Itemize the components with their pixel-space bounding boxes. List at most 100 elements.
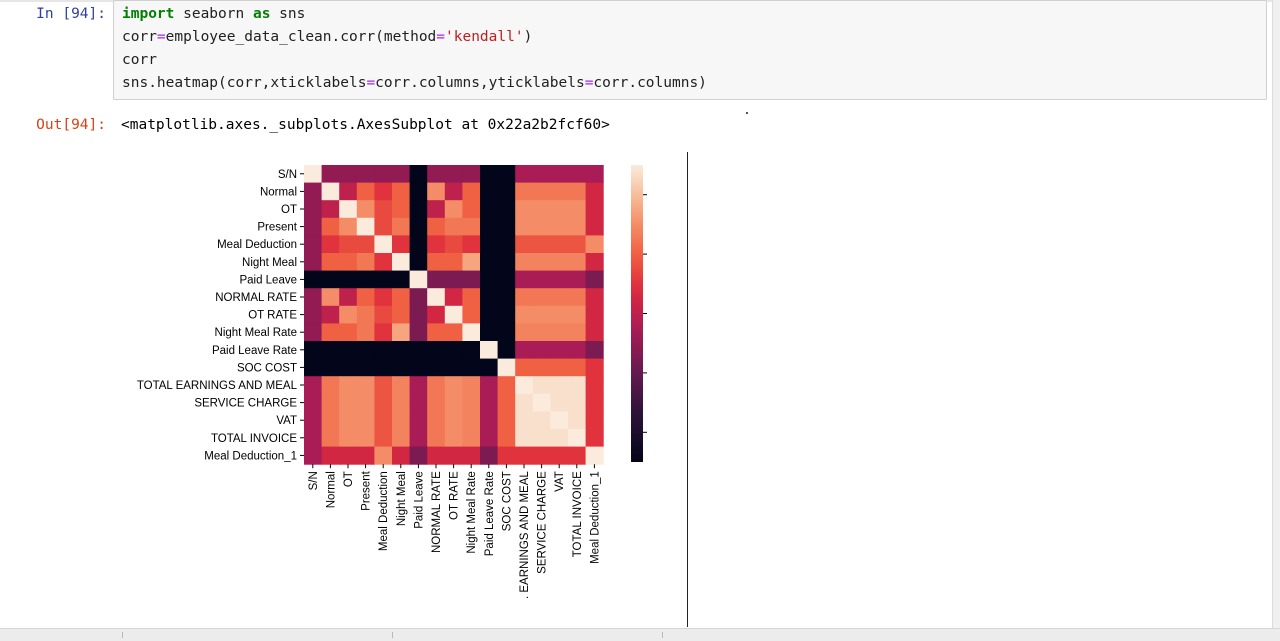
heatmap-cell	[304, 253, 323, 272]
heatmap-cell	[585, 270, 604, 289]
heatmap-cell	[515, 288, 534, 307]
heatmap-cell	[321, 393, 340, 412]
heatmap-cell	[427, 182, 446, 201]
y-tick-label: Meal Deduction	[217, 239, 297, 251]
heatmap-cell	[444, 217, 463, 236]
heatmap-cell	[356, 323, 375, 342]
heatmap-cell	[321, 288, 340, 307]
x-tick-label: S/N	[308, 471, 320, 490]
code-cell-editor[interactable]: import seaborn as sns corr=employee_data_…	[113, 0, 1267, 100]
heatmap-cell	[374, 182, 393, 201]
heatmap-cell	[497, 200, 516, 219]
scroll-tick	[662, 632, 663, 638]
y-tick-label: SOC COST	[237, 362, 297, 374]
output-divider-line	[687, 152, 688, 627]
heatmap-cell	[568, 323, 587, 342]
heatmap-cell	[392, 165, 411, 184]
x-tick-label: NORMAL RATE	[431, 471, 443, 553]
x-tick-label: VAT	[554, 471, 566, 492]
heatmap-cell	[409, 253, 428, 272]
y-tick-label: VAT	[276, 415, 297, 427]
heatmap-cell	[480, 393, 499, 412]
heatmap-cell	[427, 393, 446, 412]
heatmap-cell	[374, 253, 393, 272]
heatmap-cell	[497, 446, 516, 465]
heatmap-cell	[532, 305, 551, 324]
heatmap-cell	[427, 270, 446, 289]
heatmap-cell	[462, 429, 481, 448]
heatmap-cell	[304, 200, 323, 219]
heatmap-cell	[409, 235, 428, 254]
heatmap-cell	[409, 217, 428, 236]
heatmap-cell	[462, 376, 481, 395]
heatmap-cell	[497, 358, 516, 377]
x-tick-label: Normal	[325, 471, 337, 508]
code-text[interactable]: import seaborn as sns corr=employee_data_…	[122, 3, 707, 95]
output-repr-text: <matplotlib.axes._subplots.AxesSubplot a…	[121, 117, 610, 133]
heatmap-cell	[427, 446, 446, 465]
heatmap-cell	[550, 323, 569, 342]
heatmap-cell	[568, 200, 587, 219]
heatmap-cell	[550, 376, 569, 395]
heatmap-cell	[444, 288, 463, 307]
heatmap-cell	[462, 253, 481, 272]
y-tick-label: NORMAL RATE	[215, 292, 297, 304]
y-tick-label: OT	[281, 204, 297, 216]
heatmap-cell	[480, 323, 499, 342]
heatmap-cell	[550, 341, 569, 360]
heatmap-cell	[568, 446, 587, 465]
heatmap-cell	[497, 217, 516, 236]
heatmap-cell	[515, 341, 534, 360]
heatmap-cell	[568, 182, 587, 201]
heatmap-cell	[427, 429, 446, 448]
heatmap-cell	[339, 429, 358, 448]
heatmap-cell	[462, 217, 481, 236]
heatmap-cell	[321, 305, 340, 324]
heatmap-cell	[515, 305, 534, 324]
heatmap-cell	[356, 200, 375, 219]
heatmap-cell	[356, 217, 375, 236]
heatmap-cell	[532, 341, 551, 360]
heatmap-cell	[444, 165, 463, 184]
stray-pixel	[746, 112, 748, 114]
bottom-scrollbar[interactable]	[0, 628, 1280, 641]
code-line-2: corr=employee_data_clean.corr(method='ke…	[122, 29, 533, 45]
heatmap-cell	[339, 446, 358, 465]
heatmap-cell	[568, 235, 587, 254]
heatmap-cell	[497, 323, 516, 342]
heatmap-cell	[392, 376, 411, 395]
heatmap-cell	[356, 288, 375, 307]
heatmap-cell	[462, 235, 481, 254]
heatmap-cell	[304, 411, 323, 430]
heatmap-cell	[515, 358, 534, 377]
page-scrollbar[interactable]	[1272, 0, 1280, 640]
heatmap-cell	[304, 217, 323, 236]
heatmap-cell	[427, 288, 446, 307]
heatmap-cell	[409, 446, 428, 465]
heatmap-cell	[374, 288, 393, 307]
heatmap-cell	[356, 376, 375, 395]
heatmap-cell	[585, 235, 604, 254]
heatmap-cell	[392, 358, 411, 377]
heatmap-cell	[304, 323, 323, 342]
input-prompt: In [94]:	[36, 6, 106, 22]
heatmap-cell	[304, 446, 323, 465]
x-tick-label: SOC COST	[501, 471, 513, 531]
heatmap-cell	[427, 165, 446, 184]
heatmap-cell	[497, 165, 516, 184]
heatmap-figure: S/N Normal OT Present Meal Deduction Night Me…	[137, 165, 647, 599]
heatmap-cell	[374, 429, 393, 448]
colorbar	[631, 165, 643, 462]
heatmap-cell	[392, 411, 411, 430]
x-tick-label: OT	[343, 471, 355, 487]
heatmap-cell	[550, 446, 569, 465]
heatmap-cell	[321, 270, 340, 289]
x-tick-label: Night Meal Rate	[466, 471, 478, 553]
heatmap-cell	[374, 323, 393, 342]
heatmap-cell	[304, 305, 323, 324]
heatmap-cell	[356, 358, 375, 377]
heatmap-cell	[374, 393, 393, 412]
heatmap-cell	[321, 323, 340, 342]
x-tick-label: Paid Leave Rate	[484, 471, 496, 556]
heatmap-cell	[480, 429, 499, 448]
